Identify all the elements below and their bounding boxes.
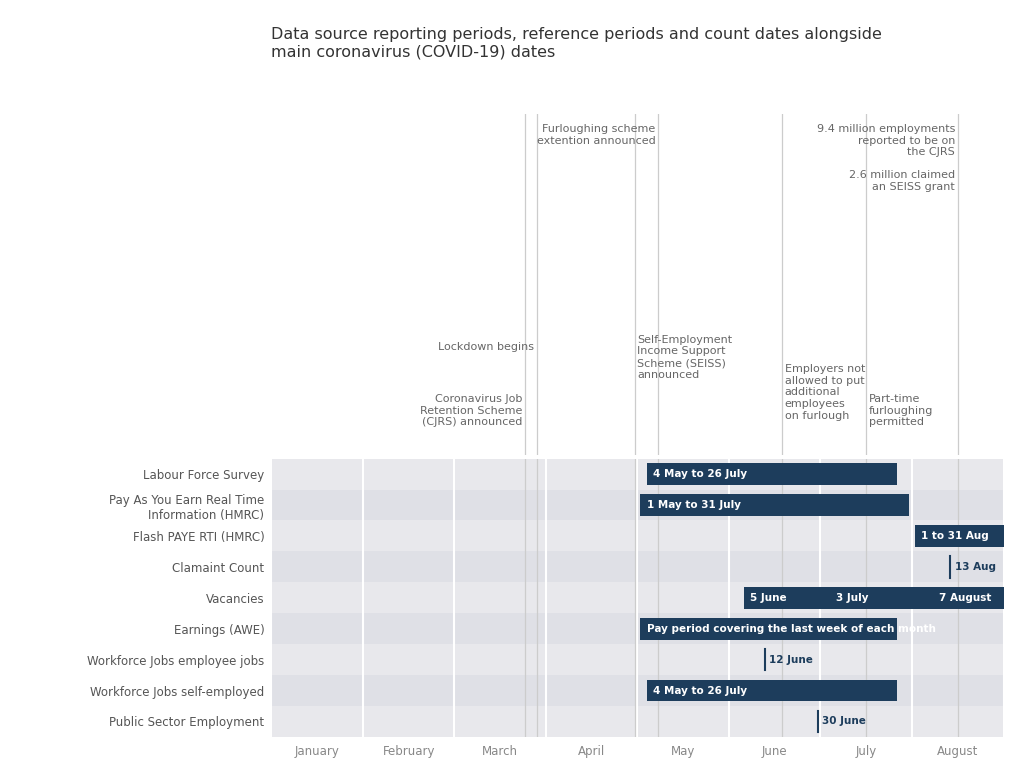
Text: 1 May to 31 July: 1 May to 31 July xyxy=(646,500,740,510)
Text: 5 June: 5 June xyxy=(750,593,786,603)
Bar xyxy=(271,613,1004,644)
Bar xyxy=(640,494,909,516)
Text: Data source reporting periods, reference periods and count dates alongside
main : Data source reporting periods, reference… xyxy=(271,27,883,60)
Bar xyxy=(271,459,1004,489)
Text: Pay period covering the last week of each month: Pay period covering the last week of eac… xyxy=(646,624,936,633)
Text: 4 May to 26 July: 4 May to 26 July xyxy=(653,469,748,479)
Bar xyxy=(914,525,1004,546)
Bar xyxy=(271,706,1004,737)
Text: Lockdown begins: Lockdown begins xyxy=(438,343,535,353)
Text: Coronavirus Job
Retention Scheme
(CJRS) announced: Coronavirus Job Retention Scheme (CJRS) … xyxy=(420,394,522,427)
Bar xyxy=(271,551,1004,583)
Text: 7 August: 7 August xyxy=(939,593,992,603)
Bar xyxy=(271,675,1004,706)
Text: Employers not
allowed to put
additional
employees
on furlough: Employers not allowed to put additional … xyxy=(784,365,865,421)
Bar xyxy=(271,583,1004,613)
Text: Part-time
furloughing
permitted: Part-time furloughing permitted xyxy=(869,394,933,427)
Text: 12 June: 12 June xyxy=(769,655,813,665)
Text: 30 June: 30 June xyxy=(822,717,866,727)
Text: Self-Employment
Income Support
Scheme (SEISS)
announced: Self-Employment Income Support Scheme (S… xyxy=(637,335,732,379)
Text: Furloughing scheme
extention announced: Furloughing scheme extention announced xyxy=(537,124,655,146)
Bar xyxy=(646,463,897,485)
Bar xyxy=(271,489,1004,521)
Text: 3 July: 3 July xyxy=(836,593,868,603)
Bar xyxy=(640,618,897,640)
Bar xyxy=(646,680,897,702)
Text: 1 to 31 Aug: 1 to 31 Aug xyxy=(922,531,989,541)
Bar xyxy=(271,644,1004,675)
Text: 4 May to 26 July: 4 May to 26 July xyxy=(653,685,748,695)
Text: 9.4 million employments
reported to be on
the CJRS

2.6 million claimed
an SEISS: 9.4 million employments reported to be o… xyxy=(816,124,955,192)
Bar xyxy=(271,521,1004,551)
Text: 13 Aug: 13 Aug xyxy=(955,562,996,572)
Bar xyxy=(743,587,1004,608)
